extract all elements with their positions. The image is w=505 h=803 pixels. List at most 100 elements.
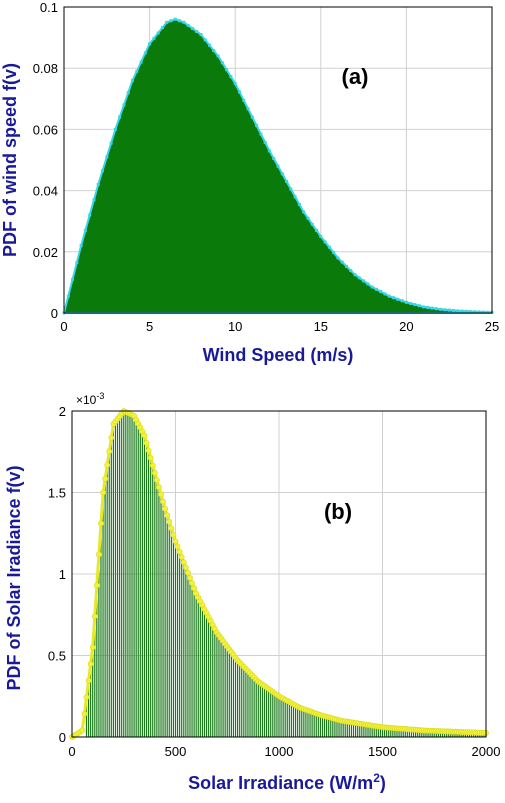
solar-irradiance-pdf-chart: 0 500 1000 1500 2000 0 0.5 1 1.5 2 ×10-3 (b) Sol… — [4, 391, 500, 793]
marker — [362, 279, 366, 283]
x-ticks-a: 0 5 10 15 20 25 — [60, 319, 499, 334]
marker — [276, 164, 280, 168]
marker — [100, 489, 106, 496]
marker — [135, 69, 139, 73]
marker — [417, 304, 421, 308]
marker — [185, 569, 191, 576]
x-tick-label: 1000 — [265, 744, 294, 759]
marker — [168, 525, 175, 532]
marker — [336, 256, 340, 260]
marker — [332, 251, 336, 255]
marker — [170, 531, 177, 538]
marker — [156, 484, 162, 491]
marker — [422, 305, 426, 309]
marker — [220, 61, 224, 65]
marker — [108, 434, 115, 441]
marker — [71, 277, 75, 281]
marker — [353, 273, 357, 277]
axes-frame-a — [63, 6, 493, 314]
marker — [122, 103, 126, 107]
marker — [357, 276, 361, 280]
marker — [413, 303, 417, 307]
marker — [169, 19, 173, 23]
y-tick-label: 0 — [51, 306, 58, 321]
marker — [315, 228, 319, 232]
y-tick-label: 0.08 — [33, 61, 58, 76]
marker — [344, 264, 348, 268]
marker — [387, 294, 391, 298]
marker — [280, 172, 284, 176]
marker — [255, 124, 259, 128]
marker — [203, 38, 207, 42]
marker — [212, 49, 216, 53]
marker — [96, 182, 100, 186]
marker — [225, 68, 229, 72]
marker — [191, 585, 198, 592]
marker — [126, 91, 130, 95]
x-axis-label-a: Wind Speed (m/s) — [203, 345, 354, 365]
panel-label-b: (b) — [324, 499, 352, 524]
marker — [156, 31, 160, 35]
marker — [272, 156, 276, 160]
x-tick-label: 2000 — [472, 744, 501, 759]
marker — [439, 307, 443, 311]
marker — [106, 448, 113, 455]
marker — [190, 26, 194, 30]
y-ticks-a: 0 0.02 0.04 0.06 0.08 0.1 — [33, 0, 58, 321]
y-tick-label: 0.04 — [33, 184, 58, 199]
x-tick-label: 0 — [68, 744, 75, 759]
marker — [404, 300, 408, 304]
wind-speed-pdf-chart: 0 5 10 15 20 25 0 0.02 0.04 0.06 0.08 0.1 (a) Wind… — [0, 0, 499, 365]
marker — [370, 285, 374, 289]
marker — [443, 308, 447, 312]
marker — [473, 310, 477, 314]
x-tick-label: 0 — [60, 319, 67, 334]
marker — [141, 432, 148, 439]
x-tick-label: 5 — [146, 319, 153, 334]
marker — [477, 310, 481, 314]
marker — [186, 23, 190, 27]
marker — [104, 462, 111, 469]
marker — [75, 261, 79, 265]
marker — [79, 727, 86, 734]
marker — [323, 240, 327, 244]
y-tick-label: 0 — [59, 730, 66, 745]
y-tick-label: 1 — [59, 567, 66, 582]
marker — [180, 559, 187, 566]
marker — [113, 127, 117, 131]
marker — [178, 554, 185, 560]
marker — [176, 548, 183, 555]
marker — [199, 33, 203, 37]
x-tick-label: 15 — [314, 319, 328, 334]
marker — [310, 222, 314, 226]
marker — [481, 310, 485, 314]
wind-pdf-markers — [62, 6, 494, 315]
marker — [130, 78, 134, 82]
y-tick-label: 1.5 — [48, 486, 66, 501]
marker — [166, 518, 173, 525]
marker — [285, 179, 289, 183]
marker — [98, 520, 104, 527]
x-ticks-b: 0 500 1000 1500 2000 — [68, 744, 500, 759]
marker — [160, 498, 166, 505]
marker — [242, 98, 246, 102]
marker — [237, 90, 241, 94]
marker — [92, 198, 96, 202]
marker — [160, 26, 164, 30]
marker — [451, 308, 455, 312]
marker — [426, 305, 430, 309]
x-tick-label: 10 — [228, 319, 242, 334]
y-exponent-label: ×10-3 — [76, 391, 104, 407]
marker — [297, 202, 301, 206]
marker — [216, 54, 220, 58]
marker — [79, 244, 83, 248]
y-ticks-b: 0 0.5 1 1.5 2 — [48, 404, 66, 745]
y-tick-label: 2 — [59, 404, 66, 419]
marker — [165, 20, 169, 24]
marker — [91, 613, 98, 620]
marker — [158, 491, 164, 498]
marker — [400, 299, 404, 303]
marker — [173, 17, 177, 21]
marker — [340, 260, 344, 264]
